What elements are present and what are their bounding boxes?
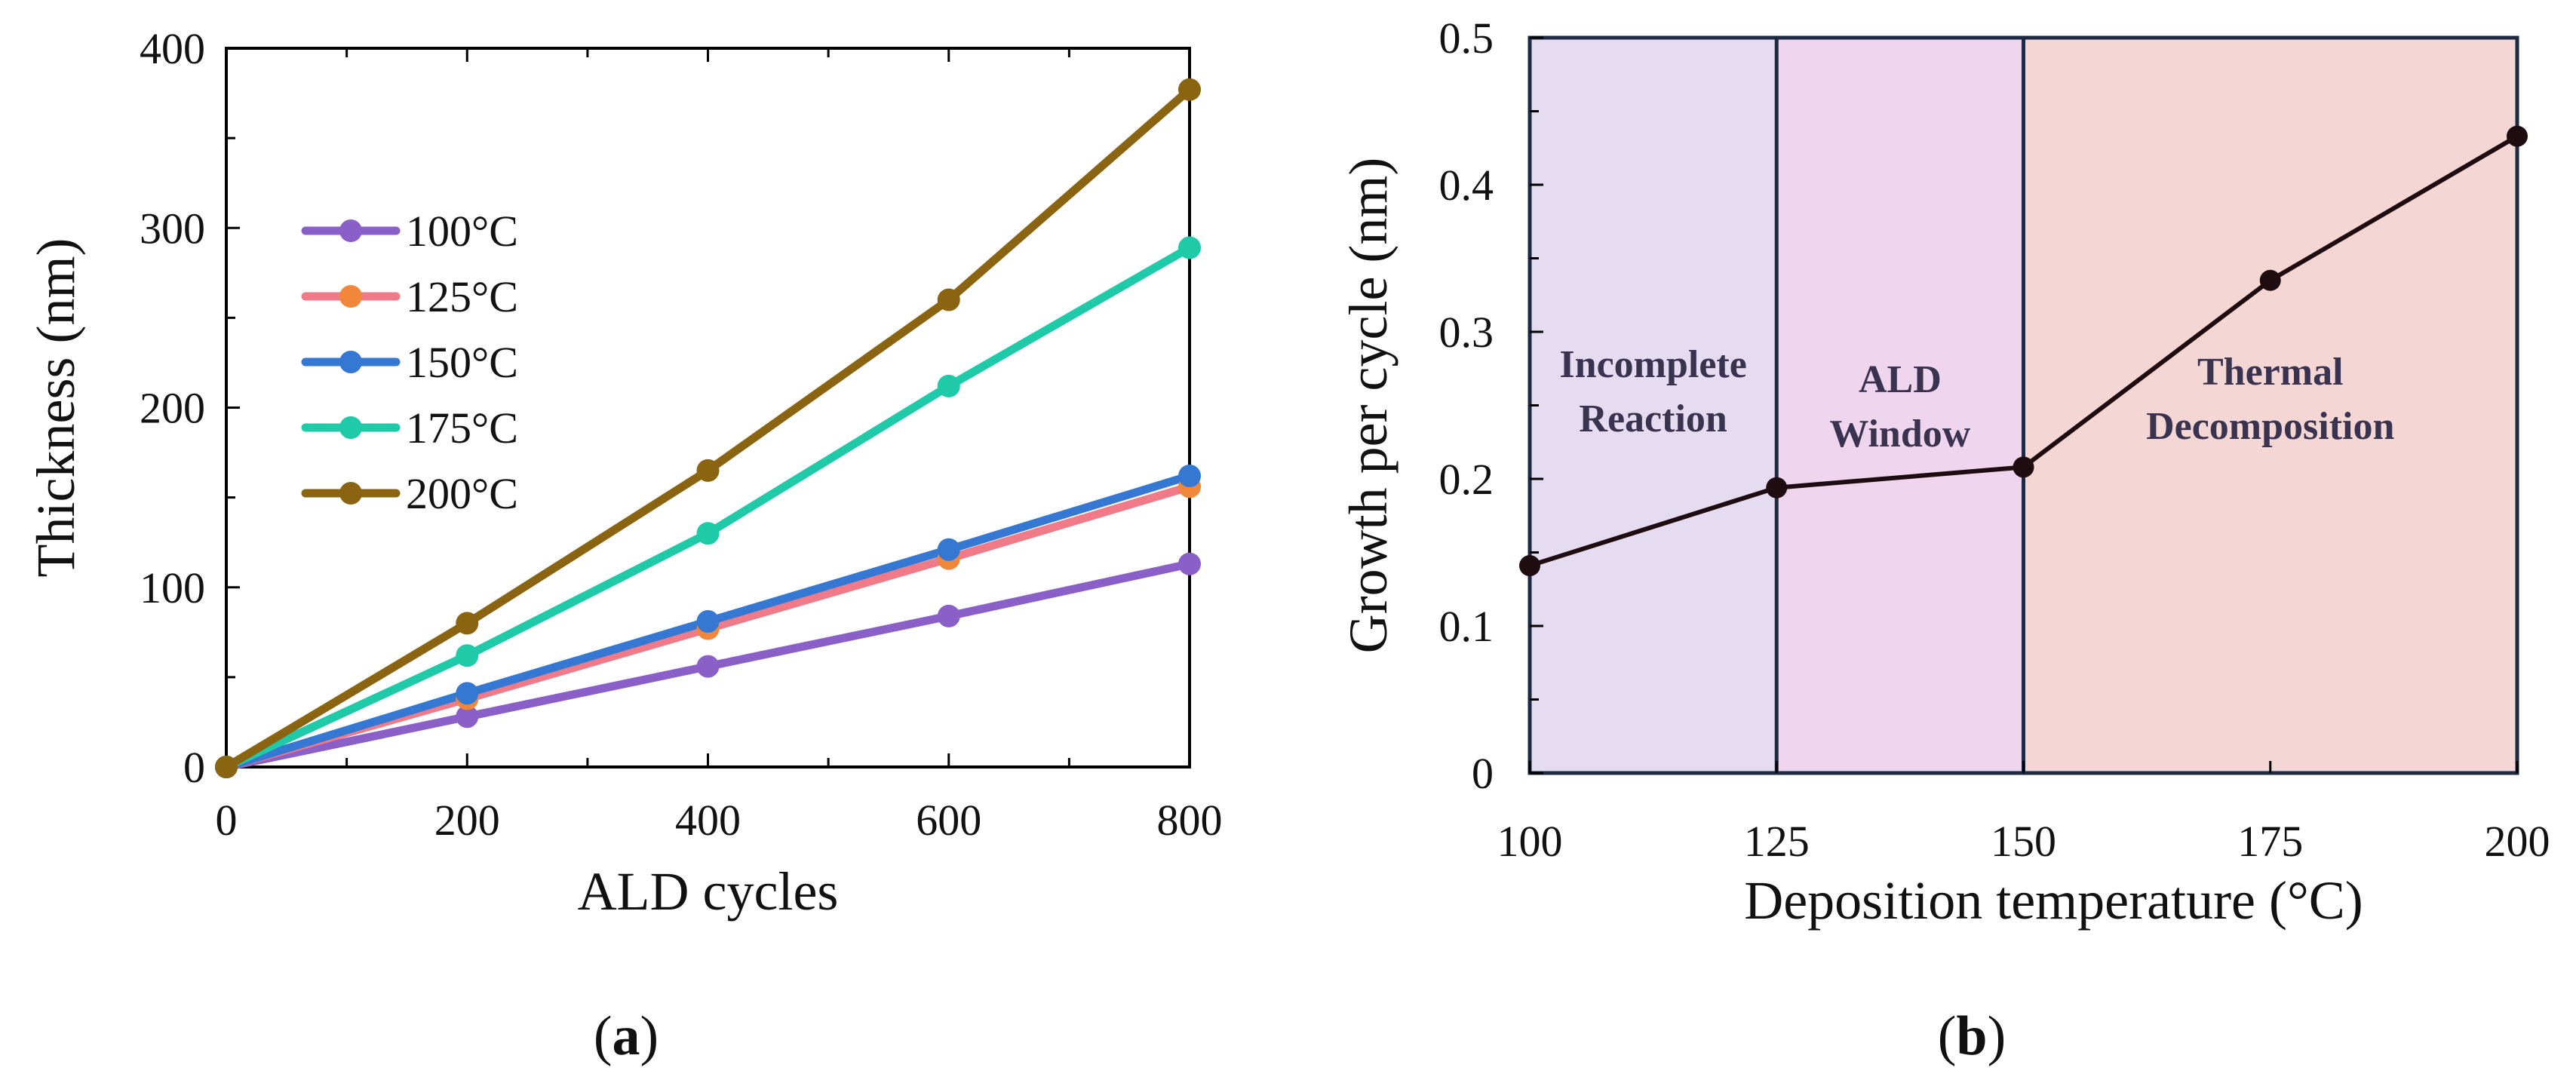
- legend-marker-200C: [339, 482, 362, 505]
- y-tick-label-a: 400: [140, 24, 205, 73]
- legend-marker-100C: [339, 219, 362, 242]
- data-point-150C: [456, 682, 479, 705]
- y-tick-label-b: 0.1: [1439, 602, 1494, 651]
- y-tick-label-b: 0.2: [1439, 455, 1494, 504]
- x-tick-label-a: 800: [1157, 796, 1223, 845]
- data-point-175C: [937, 374, 960, 397]
- panel-label-a: (a): [594, 1005, 659, 1067]
- data-point-gpc: [1519, 555, 1540, 577]
- region-label-1: ALD: [1859, 358, 1942, 401]
- legend-marker-125C: [339, 285, 362, 308]
- data-point-100C: [937, 604, 960, 627]
- data-point-200C: [696, 459, 720, 482]
- x-axis-title-a: ALD cycles: [578, 861, 839, 922]
- x-axis-title-b: Deposition temperature (°C): [1744, 870, 2363, 931]
- x-tick-label-b: 175: [2237, 817, 2303, 866]
- y-tick-label-b: 0.3: [1439, 308, 1494, 357]
- x-tick-label-b: 100: [1497, 817, 1563, 866]
- x-tick-label-a: 400: [675, 796, 741, 845]
- data-point-200C: [1178, 78, 1201, 101]
- legend-label-175C: 175°C: [406, 403, 518, 452]
- y-tick-label-b: 0.5: [1439, 14, 1494, 63]
- legend-label-200C: 200°C: [406, 469, 518, 518]
- y-tick-label-a: 200: [140, 384, 205, 433]
- region-label-2: Thermal: [2197, 351, 2344, 394]
- y-tick-label-a: 0: [183, 743, 205, 792]
- y-axis-title-b: Growth per cycle (nm): [1338, 158, 1399, 654]
- data-point-100C: [456, 705, 479, 729]
- data-point-175C: [1178, 236, 1201, 259]
- legend-marker-175C: [339, 416, 362, 439]
- y-tick-label-b: 0.4: [1439, 161, 1494, 210]
- region-label-2: Decomposition: [2146, 405, 2394, 448]
- data-point-175C: [456, 644, 479, 667]
- data-point-100C: [1178, 552, 1201, 575]
- region-label-0: Incomplete: [1559, 343, 1746, 386]
- data-point-200C: [215, 756, 238, 778]
- data-point-175C: [696, 522, 720, 545]
- x-tick-label-b: 125: [1744, 817, 1810, 866]
- data-point-200C: [937, 288, 960, 311]
- x-tick-label-a: 600: [916, 796, 981, 845]
- x-tick-label-a: 200: [434, 796, 500, 845]
- panel-label-b: (b): [1938, 1005, 2006, 1067]
- legend-label-125C: 125°C: [406, 272, 518, 321]
- region-band-0: [1530, 38, 1777, 773]
- y-axis-title-a: Thickness (nm): [26, 238, 86, 578]
- data-point-200C: [456, 612, 479, 635]
- data-point-gpc: [2507, 125, 2528, 147]
- legend-marker-150C: [339, 351, 362, 373]
- x-tick-label-a: 0: [216, 796, 238, 845]
- chart-panel-a: 0 200 400 600 800 0 100 200 300 400 ALD cycles Thic…: [26, 24, 1223, 922]
- data-point-gpc: [2259, 269, 2281, 291]
- x-tick-label-b: 200: [2485, 817, 2550, 866]
- data-point-150C: [696, 610, 720, 634]
- legend-label-150C: 150°C: [406, 338, 518, 387]
- region-label-0: Reaction: [1579, 397, 1727, 440]
- data-point-gpc: [1766, 477, 1788, 499]
- data-point-150C: [937, 538, 960, 561]
- y-tick-label-a: 300: [140, 204, 205, 253]
- data-point-100C: [696, 655, 720, 678]
- region-label-1: Window: [1829, 413, 1970, 456]
- data-point-150C: [1178, 465, 1201, 488]
- chart-panel-b: Incomplete Reaction ALD Window Thermal Decomp…: [1338, 14, 2550, 931]
- y-tick-label-b: 0: [1472, 749, 1494, 798]
- legend-label-100C: 100°C: [406, 207, 518, 256]
- series-line-175C: [222, 243, 1194, 772]
- data-point-gpc: [2013, 456, 2034, 478]
- y-tick-label-a: 100: [140, 563, 205, 612]
- region-band-1: [1776, 38, 2024, 773]
- x-tick-label-b: 150: [1991, 817, 2056, 866]
